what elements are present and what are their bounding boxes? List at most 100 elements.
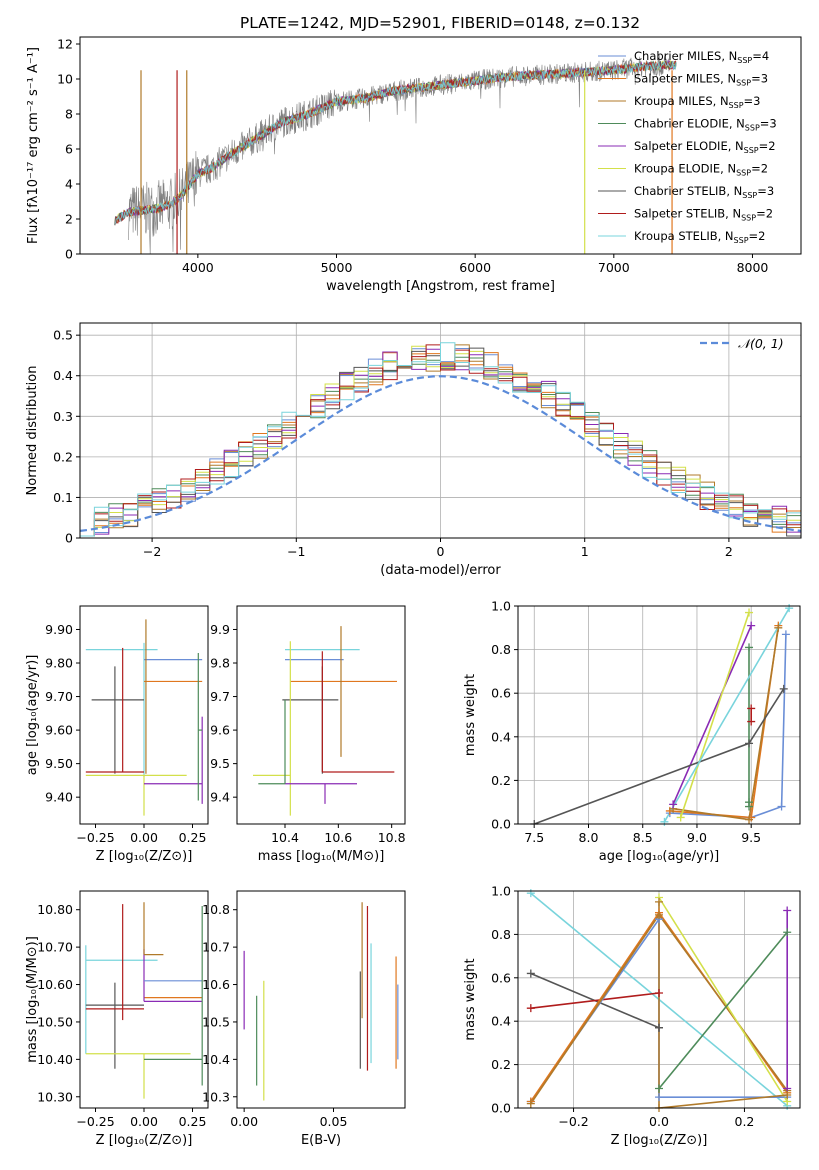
x-tick-label: 0.25 [179,1114,207,1129]
x-tick-label: −0.25 [76,1114,114,1129]
weight-point [783,906,792,915]
chart-mass-vs-metallicity: −0.25 0.00 0.25 10.30 10.40 10.50 10.60 10.70 10… [25,890,209,1148]
weight-point [655,910,663,919]
model-spectrum [114,60,677,226]
chart-residuals: −2 −1 0 1 2 0 0.1 0.2 0.3 0.4 0.5 (data-model)/erro… [25,322,802,578]
x-tick-label: 6000 [459,260,491,275]
y-axis-label: Flux [fλ10⁻¹⁷ erg cm⁻² s⁻¹ A⁻¹] [26,47,41,244]
y-tick-label: 0 [65,247,73,262]
y-tick-label: 10.40 [37,1052,73,1067]
weight-line [658,931,788,1090]
y-tick-label: 0.5 [53,328,73,343]
chart-weight-vs-metallicity: −0.2 0.0 0.2 0.0 0.2 0.4 0.6 0.8 1.0 Z [log₁₀(Z/Z… [463,884,801,1148]
weight-point [526,969,535,978]
weight-point [655,1084,663,1093]
model-spectrum [114,60,677,226]
x-axis-label: Z [log₁₀(Z/Z⊙)] [611,1133,708,1148]
y-tick-label: 10.80 [37,902,73,917]
y-tick-label: 0.6 [491,970,511,985]
weight-point [774,623,783,632]
y-tick-label: 0.4 [491,1014,511,1029]
x-tick-label: 0.05 [320,1114,348,1129]
y-tick-label: 12 [57,37,73,52]
x-tick-label: 0.00 [130,830,158,845]
x-axis-label: age [log₁₀(age/yr)] [599,849,720,864]
weight-point [747,621,756,630]
legend-label: Chabrier MILES, NSSP=4 [634,49,769,65]
plot-area [114,55,677,254]
weight-line [534,688,785,824]
x-tick-label: 4000 [182,260,214,275]
x-tick-label: 7000 [598,260,630,275]
y-axis-label: mass weight [463,674,478,756]
x-axis-label: Z [log₁₀(Z/Z⊙)] [96,849,193,864]
y-tick-label: 10.8 [202,902,230,917]
weight-point [655,988,663,997]
weight-line [658,901,788,1108]
legend-label: Salpeter ELODIE, NSSP=2 [634,139,776,155]
weight-point [747,717,756,726]
plot-area [534,607,790,824]
weight-line [663,607,790,823]
y-tick-label: 0.0 [491,817,511,832]
x-tick-label: 0.2 [735,1114,755,1129]
x-tick-label: 1 [581,544,589,559]
weight-point [526,1099,535,1108]
model-spectrum [114,61,677,226]
weight-line [679,612,750,818]
x-tick-label: −1 [287,544,305,559]
y-tick-label: 4 [65,177,73,192]
x-tick-label: −0.25 [76,830,114,845]
model-spectrum [114,59,677,226]
y-tick-label: 0.4 [491,729,511,744]
legend-label: Kroupa ELODIE, NSSP=2 [634,162,768,178]
weight-point [660,817,669,826]
y-axis-label: age [log₁₀(age/yr)] [25,655,40,776]
axes-frame [236,605,406,825]
x-axis-label: (data-model)/error [380,563,501,578]
y-tick-label: 0.4 [53,368,73,383]
legend-label: Kroupa STELIB, NSSP=2 [634,229,765,245]
model-spectrum [114,60,677,226]
plot-area [530,892,789,1108]
x-tick-label: 8.0 [579,830,599,845]
axes-frame [517,890,801,1109]
axes-frame [236,890,406,1109]
y-tick-label: 9.6 [210,723,230,738]
normal-curve [80,375,801,532]
weight-point [745,608,754,617]
chart-spectrum: 4000 5000 6000 7000 8000 0 2 4 6 8 10 12 wavelength … [26,36,802,294]
y-tick-label: 0.2 [491,1057,511,1072]
y-tick-label: 10.5 [202,1014,230,1029]
chart-age-vs-metallicity: −0.25 0.00 0.25 9.40 9.50 9.60 9.70 9.80 9.90 Z [… [25,605,209,864]
y-tick-label: 10.70 [37,940,73,955]
y-tick-label: 10.30 [37,1089,73,1104]
x-axis-label: E(B-V) [301,1133,341,1148]
y-tick-label: 10 [57,72,73,87]
y-tick-label: 0.0 [491,1101,511,1116]
weight-point [745,802,754,811]
residual-histogram [80,344,801,537]
weight-point [779,684,788,693]
legend-label: Chabrier ELODIE, NSSP=3 [634,117,777,133]
axes-frame [79,605,209,825]
weight-line [672,625,752,805]
x-axis-label: Z [log₁₀(Z/Z⊙)] [96,1133,193,1148]
legend-label: Kroupa MILES, NSSP=3 [634,94,760,110]
y-tick-label: 0.8 [491,642,511,657]
legend-label: Chabrier STELIB, NSSP=3 [634,184,774,200]
axes-frame [79,36,802,255]
y-tick-label: 0.3 [53,409,73,424]
plot-area [85,619,203,816]
x-tick-label: 8000 [737,260,769,275]
y-tick-label: 1.0 [491,884,511,899]
x-tick-label: 8.5 [633,830,653,845]
weight-point [785,604,794,613]
x-tick-label: 10.4 [271,830,299,845]
x-tick-label: −2 [143,544,161,559]
y-axis-label: mass [log₁₀(M/M⊙)] [25,936,40,1063]
legend-label: 𝒩(0, 1) [738,336,784,351]
weight-line [669,634,787,819]
y-tick-label: 1.0 [491,599,511,614]
